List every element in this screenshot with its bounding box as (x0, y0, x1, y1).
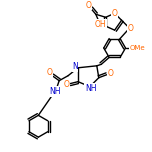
Text: O: O (128, 24, 133, 33)
Text: O: O (63, 80, 69, 89)
Text: OH: OH (95, 20, 107, 29)
Text: NH: NH (85, 84, 97, 93)
Text: O: O (108, 69, 114, 78)
Text: O: O (86, 1, 92, 10)
Text: N: N (72, 62, 78, 71)
Text: O: O (112, 9, 118, 18)
Text: NH: NH (49, 87, 61, 96)
Text: OMe: OMe (130, 45, 145, 51)
Text: O: O (46, 68, 52, 77)
